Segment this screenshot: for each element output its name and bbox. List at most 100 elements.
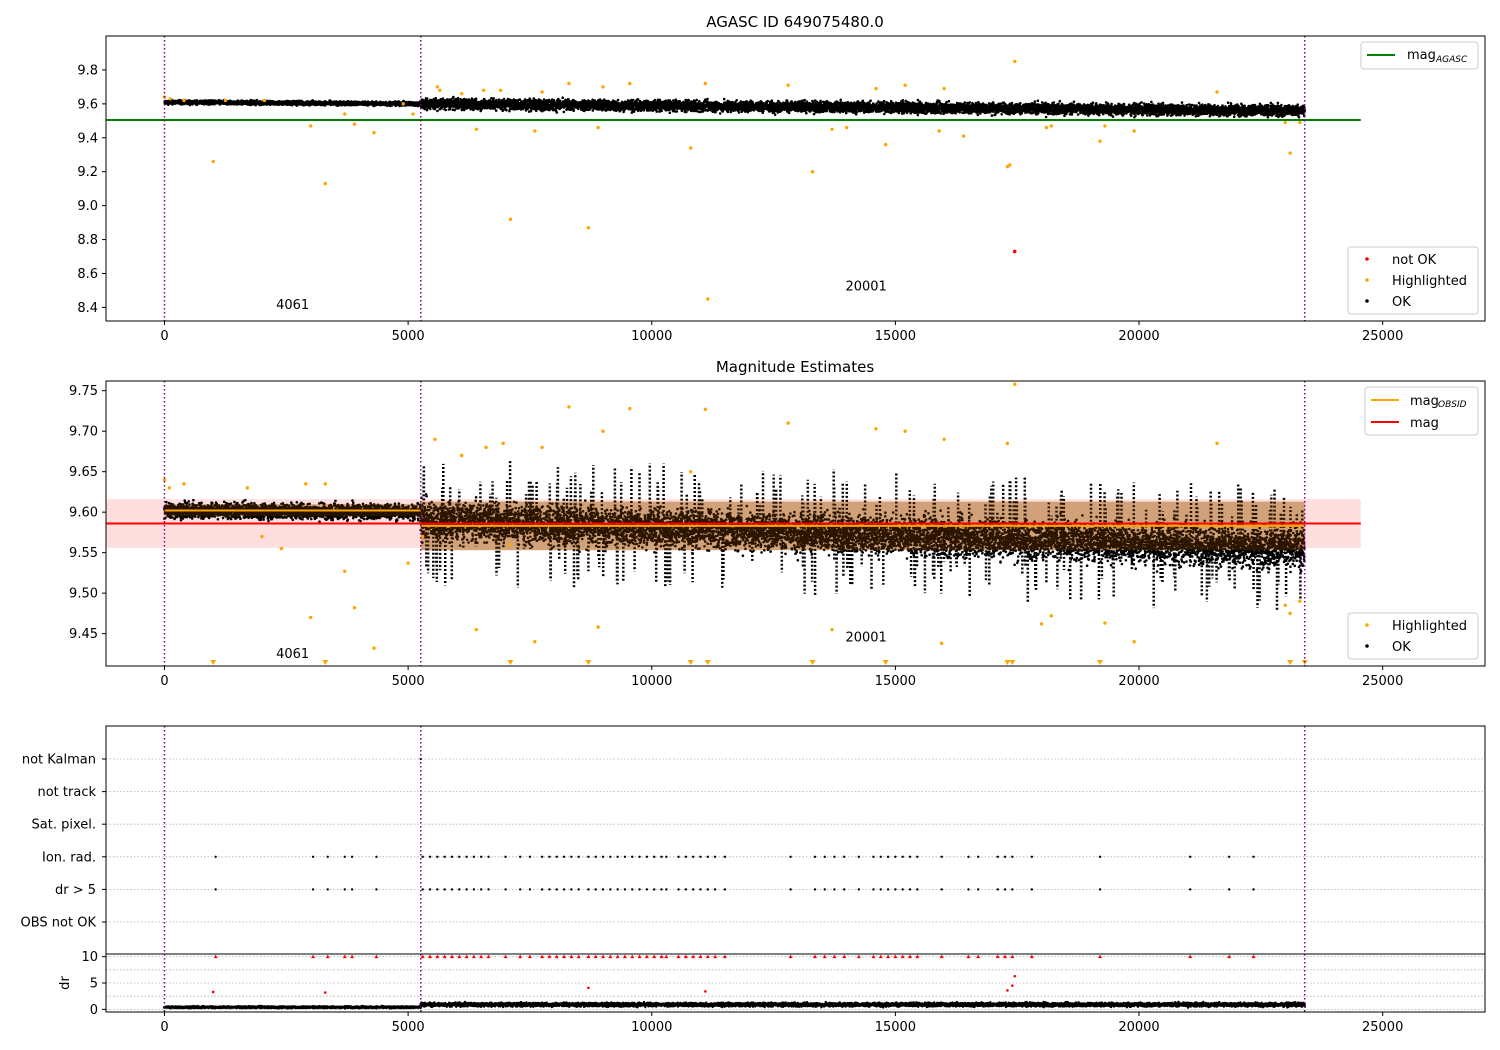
agasc-highlighted-point xyxy=(508,217,513,221)
magnitude-highlighted-point xyxy=(1283,603,1287,607)
magnitude-xtick-label: 5000 xyxy=(392,674,425,689)
agasc-highlighted-point xyxy=(1215,90,1219,94)
magnitude-offscale-marker xyxy=(210,660,217,665)
agasc-ytick-label: 8.8 xyxy=(77,233,98,248)
flag-point xyxy=(609,855,612,858)
dr-clipped-marker xyxy=(788,954,793,959)
flag-point xyxy=(977,855,980,858)
dr-clipped-marker xyxy=(886,954,891,959)
dr-clipped-marker xyxy=(518,954,523,959)
magnitude-ytick-label: 9.50 xyxy=(69,587,98,602)
flag-point xyxy=(894,888,897,891)
flag-point xyxy=(528,888,532,891)
flag-point xyxy=(623,888,627,891)
flag-point xyxy=(677,855,680,858)
dr-clipped-marker xyxy=(374,954,379,959)
flag-point xyxy=(548,855,551,858)
flag-point xyxy=(375,855,378,858)
flag-point xyxy=(894,855,897,858)
dr-clipped-marker xyxy=(428,954,433,959)
flag-point xyxy=(691,888,695,891)
dr-clipped-marker xyxy=(1251,954,1256,959)
dr-clipped-marker xyxy=(812,954,817,959)
magnitude-highlighted-point xyxy=(939,641,944,646)
magnitude-highlighted-point xyxy=(245,486,250,490)
agasc-highlighted-point xyxy=(211,159,215,164)
flag-point xyxy=(1030,855,1034,858)
agasc-highlighted-point xyxy=(498,88,503,92)
flag-point xyxy=(601,855,605,858)
dr-clipped-marker xyxy=(435,954,440,959)
flag-point xyxy=(879,888,882,891)
agasc-xtick-label: 15000 xyxy=(875,329,916,344)
agasc-line-legend-label: mag xyxy=(1407,48,1436,63)
magnitude-highlighted-point xyxy=(460,453,464,458)
agasc-highlighted-point xyxy=(262,98,267,103)
magnitude-highlighted-point xyxy=(903,429,907,433)
dr-clipped-marker xyxy=(586,954,591,959)
magnitude-highlighted-point xyxy=(567,405,571,409)
magnitude-line-legend-subscript: OBSID xyxy=(1438,400,1467,410)
flag-point xyxy=(609,888,612,891)
agasc-highlighted-point xyxy=(168,97,173,101)
flag-point xyxy=(1098,888,1102,891)
flag-point xyxy=(691,855,695,858)
magnitude-highlighted-point xyxy=(304,482,308,486)
agasc-highlighted-point xyxy=(372,130,376,135)
magnitude-highlighted-point xyxy=(596,625,600,629)
flag-point xyxy=(789,855,792,858)
flag-point xyxy=(428,888,432,891)
flag-point xyxy=(1098,855,1102,858)
flag-point xyxy=(1011,888,1014,891)
dr-ytick-label: 5 xyxy=(90,977,98,992)
magnitude-highlighted-point xyxy=(1049,614,1054,618)
agasc-highlighted-point xyxy=(1132,129,1136,133)
dr-clipped-marker xyxy=(576,954,581,959)
magnitude-highlighted-point xyxy=(421,534,425,539)
flag-point xyxy=(843,855,846,858)
agasc-highlighted-point xyxy=(883,142,888,147)
dr-xtick-label: 5000 xyxy=(392,1020,425,1035)
agasc-ytick-label: 9.2 xyxy=(77,165,98,180)
dr-xtick-label: 15000 xyxy=(875,1020,916,1035)
flag-point xyxy=(908,855,912,858)
flag-point xyxy=(901,888,904,891)
magnitude-ytick-label: 9.75 xyxy=(69,384,98,399)
magnitude-ytick-label: 9.70 xyxy=(69,425,98,440)
flag-point xyxy=(996,888,999,891)
agasc-highlighted-point xyxy=(438,88,442,92)
flag-point xyxy=(645,855,649,858)
flag-point xyxy=(421,888,424,891)
flag-point xyxy=(1188,888,1192,891)
magnitude-highlighted-point xyxy=(484,445,488,450)
agasc-points-legend-label: not OK xyxy=(1392,253,1437,268)
magnitude-highlighted-point xyxy=(406,561,410,565)
agasc-highlighted-point xyxy=(830,127,834,132)
flag-point xyxy=(631,888,634,891)
magnitude-highlighted-point xyxy=(703,407,708,412)
flag-point xyxy=(706,855,709,858)
agasc-highlighted-point xyxy=(1103,124,1107,128)
flag-point xyxy=(901,855,904,858)
magnitude-line-legend-label: mag xyxy=(1410,416,1439,431)
magnitude-points-legend-label: OK xyxy=(1392,640,1411,655)
flag-point xyxy=(562,888,566,891)
dr-clipped-marker xyxy=(644,954,649,959)
flag-row-label: OBS not OK xyxy=(21,916,97,931)
dr-clipped-marker xyxy=(562,954,567,959)
dr-red-point xyxy=(704,990,707,993)
flag-point xyxy=(660,888,663,891)
dr-red-point xyxy=(1013,974,1017,978)
agasc-highlighted-point xyxy=(460,91,464,96)
magnitude-highlighted-point xyxy=(1013,382,1017,386)
magnitude-highlighted-point xyxy=(1215,441,1219,446)
agasc-points-legend-label: Highlighted xyxy=(1392,274,1467,289)
dr-clipped-marker xyxy=(659,954,664,959)
flag-point xyxy=(713,888,717,891)
agasc-xtick-label: 5000 xyxy=(392,329,425,344)
magnitude-highlighted-point xyxy=(628,406,632,411)
magnitude-offscale-marker xyxy=(322,660,329,665)
flag-point xyxy=(436,888,439,891)
dr-ytick-label: 10 xyxy=(81,950,98,965)
